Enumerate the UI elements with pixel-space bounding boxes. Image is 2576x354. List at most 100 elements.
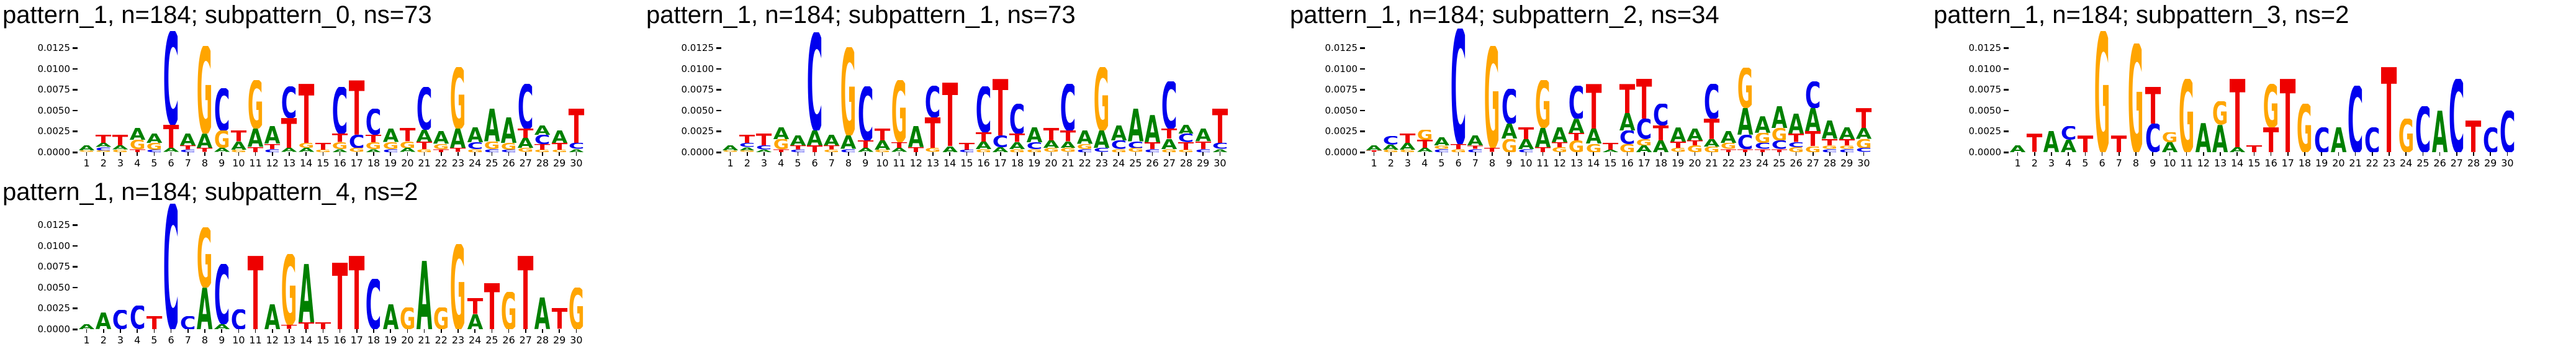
svg-text:C: C [264, 149, 281, 152]
svg-text:T: T [534, 144, 551, 150]
svg-text:A: A [1161, 139, 1178, 149]
x-tick-mark [322, 329, 324, 333]
x-tick-label: 19 [1672, 157, 1685, 169]
svg-text:T: T [1585, 84, 1601, 129]
svg-text:C: C [96, 147, 112, 150]
logo-letter-T: T [568, 109, 585, 143]
svg-text:C: C [214, 264, 230, 324]
x-tick-label: 20 [1688, 157, 1701, 169]
logo-letter-A: A [1687, 129, 1703, 140]
svg-text:C: C [1839, 149, 1855, 152]
logo-letter-T: T [1619, 84, 1636, 113]
svg-text:G: G [1060, 148, 1076, 152]
svg-text:T: T [231, 130, 247, 141]
x-tick-label: 30 [2501, 157, 2514, 169]
svg-text:A: A [214, 324, 230, 329]
svg-text:A: A [231, 142, 247, 150]
logo-letter-A: A [298, 264, 315, 322]
logo-letter-C: C [2313, 127, 2330, 152]
logo-letter-C: C [1060, 84, 1076, 130]
x-tick-label: 1 [83, 334, 90, 346]
svg-text:G: G [2398, 119, 2414, 152]
logo-letter-T: T [907, 147, 924, 152]
svg-text:A: A [569, 149, 585, 152]
logo-letter-A: A [214, 148, 230, 152]
logo-letter-T: T [146, 316, 163, 330]
svg-text:T: T [417, 142, 433, 149]
svg-text:C: C [1704, 84, 1720, 119]
logo-letter-T: T [823, 145, 840, 150]
logo-letter-G: G [534, 150, 551, 152]
x-tick-mark [289, 329, 290, 333]
y-tick-mark [73, 109, 78, 112]
svg-text:A: A [1178, 125, 1194, 134]
y-tick-label: 0.0125 [37, 219, 71, 231]
x-tick-label: 28 [536, 334, 549, 346]
svg-text:T: T [112, 135, 128, 145]
x-tick-label: 21 [418, 157, 431, 169]
logo-letter-G: G [1178, 150, 1194, 152]
svg-text:G: G [1043, 148, 1060, 152]
svg-text:A: A [1077, 130, 1093, 144]
svg-text:T: T [248, 147, 264, 152]
logo-letter-G: G [467, 149, 484, 152]
y-tick-mark [1360, 89, 1365, 91]
logo-letter-A: A [2431, 111, 2448, 152]
svg-text:A: A [773, 127, 789, 139]
svg-text:G: G [1009, 149, 1025, 152]
svg-text:A: A [1060, 142, 1076, 148]
x-tick-mark [2456, 152, 2457, 156]
x-tick-label: 25 [2416, 157, 2430, 169]
svg-text:G: G [1178, 150, 1194, 152]
logo-letter-G: G [1399, 150, 1416, 152]
x-tick-mark [305, 329, 307, 333]
y-tick-mark [716, 130, 721, 132]
logo-letter-A: A [874, 140, 891, 150]
y-tick-label: 0.0100 [681, 63, 714, 75]
logo-letter-C: C [331, 87, 348, 134]
logo-letter-C: C [1026, 142, 1043, 149]
logo-letter-G: G [1839, 145, 1855, 148]
svg-text:G: G [231, 150, 247, 152]
x-tick-label: 5 [151, 157, 158, 169]
logo-column-3: C [112, 310, 128, 329]
y-tick-mark [2004, 47, 2009, 49]
logo-column-22: G [433, 307, 449, 329]
svg-text:T: T [1569, 133, 1585, 140]
svg-text:A: A [2162, 142, 2178, 152]
logo-column-15: T [2246, 145, 2263, 152]
logo-letter-A: A [942, 147, 958, 152]
x-tick-label: 11 [2180, 157, 2193, 169]
x-tick-mark [1711, 152, 1713, 156]
logo-letter-A: A [484, 109, 500, 141]
svg-text:A: A [1704, 139, 1720, 147]
x-tick-label: 22 [435, 334, 448, 346]
svg-text:G: G [1161, 149, 1178, 152]
logo-letter-T: T [2263, 127, 2279, 152]
x-tick-label: 30 [570, 334, 583, 346]
svg-text:G: G [1754, 133, 1770, 143]
logo-letter-C: C [924, 86, 941, 117]
y-tick-mark [1360, 47, 1365, 49]
logo-letter-C: C [382, 149, 399, 152]
x-tick-label: 18 [2298, 157, 2312, 169]
svg-text:T: T [264, 144, 281, 149]
logo-letter-A: A [1195, 129, 1212, 141]
svg-text:A: A [2060, 140, 2076, 152]
svg-text:C: C [1094, 148, 1110, 152]
logo-letter-C: C [1127, 142, 1144, 148]
x-tick-label: 22 [1078, 157, 1091, 169]
logo-letter-C: C [568, 143, 585, 148]
x-tick-label: 15 [1604, 157, 1617, 169]
